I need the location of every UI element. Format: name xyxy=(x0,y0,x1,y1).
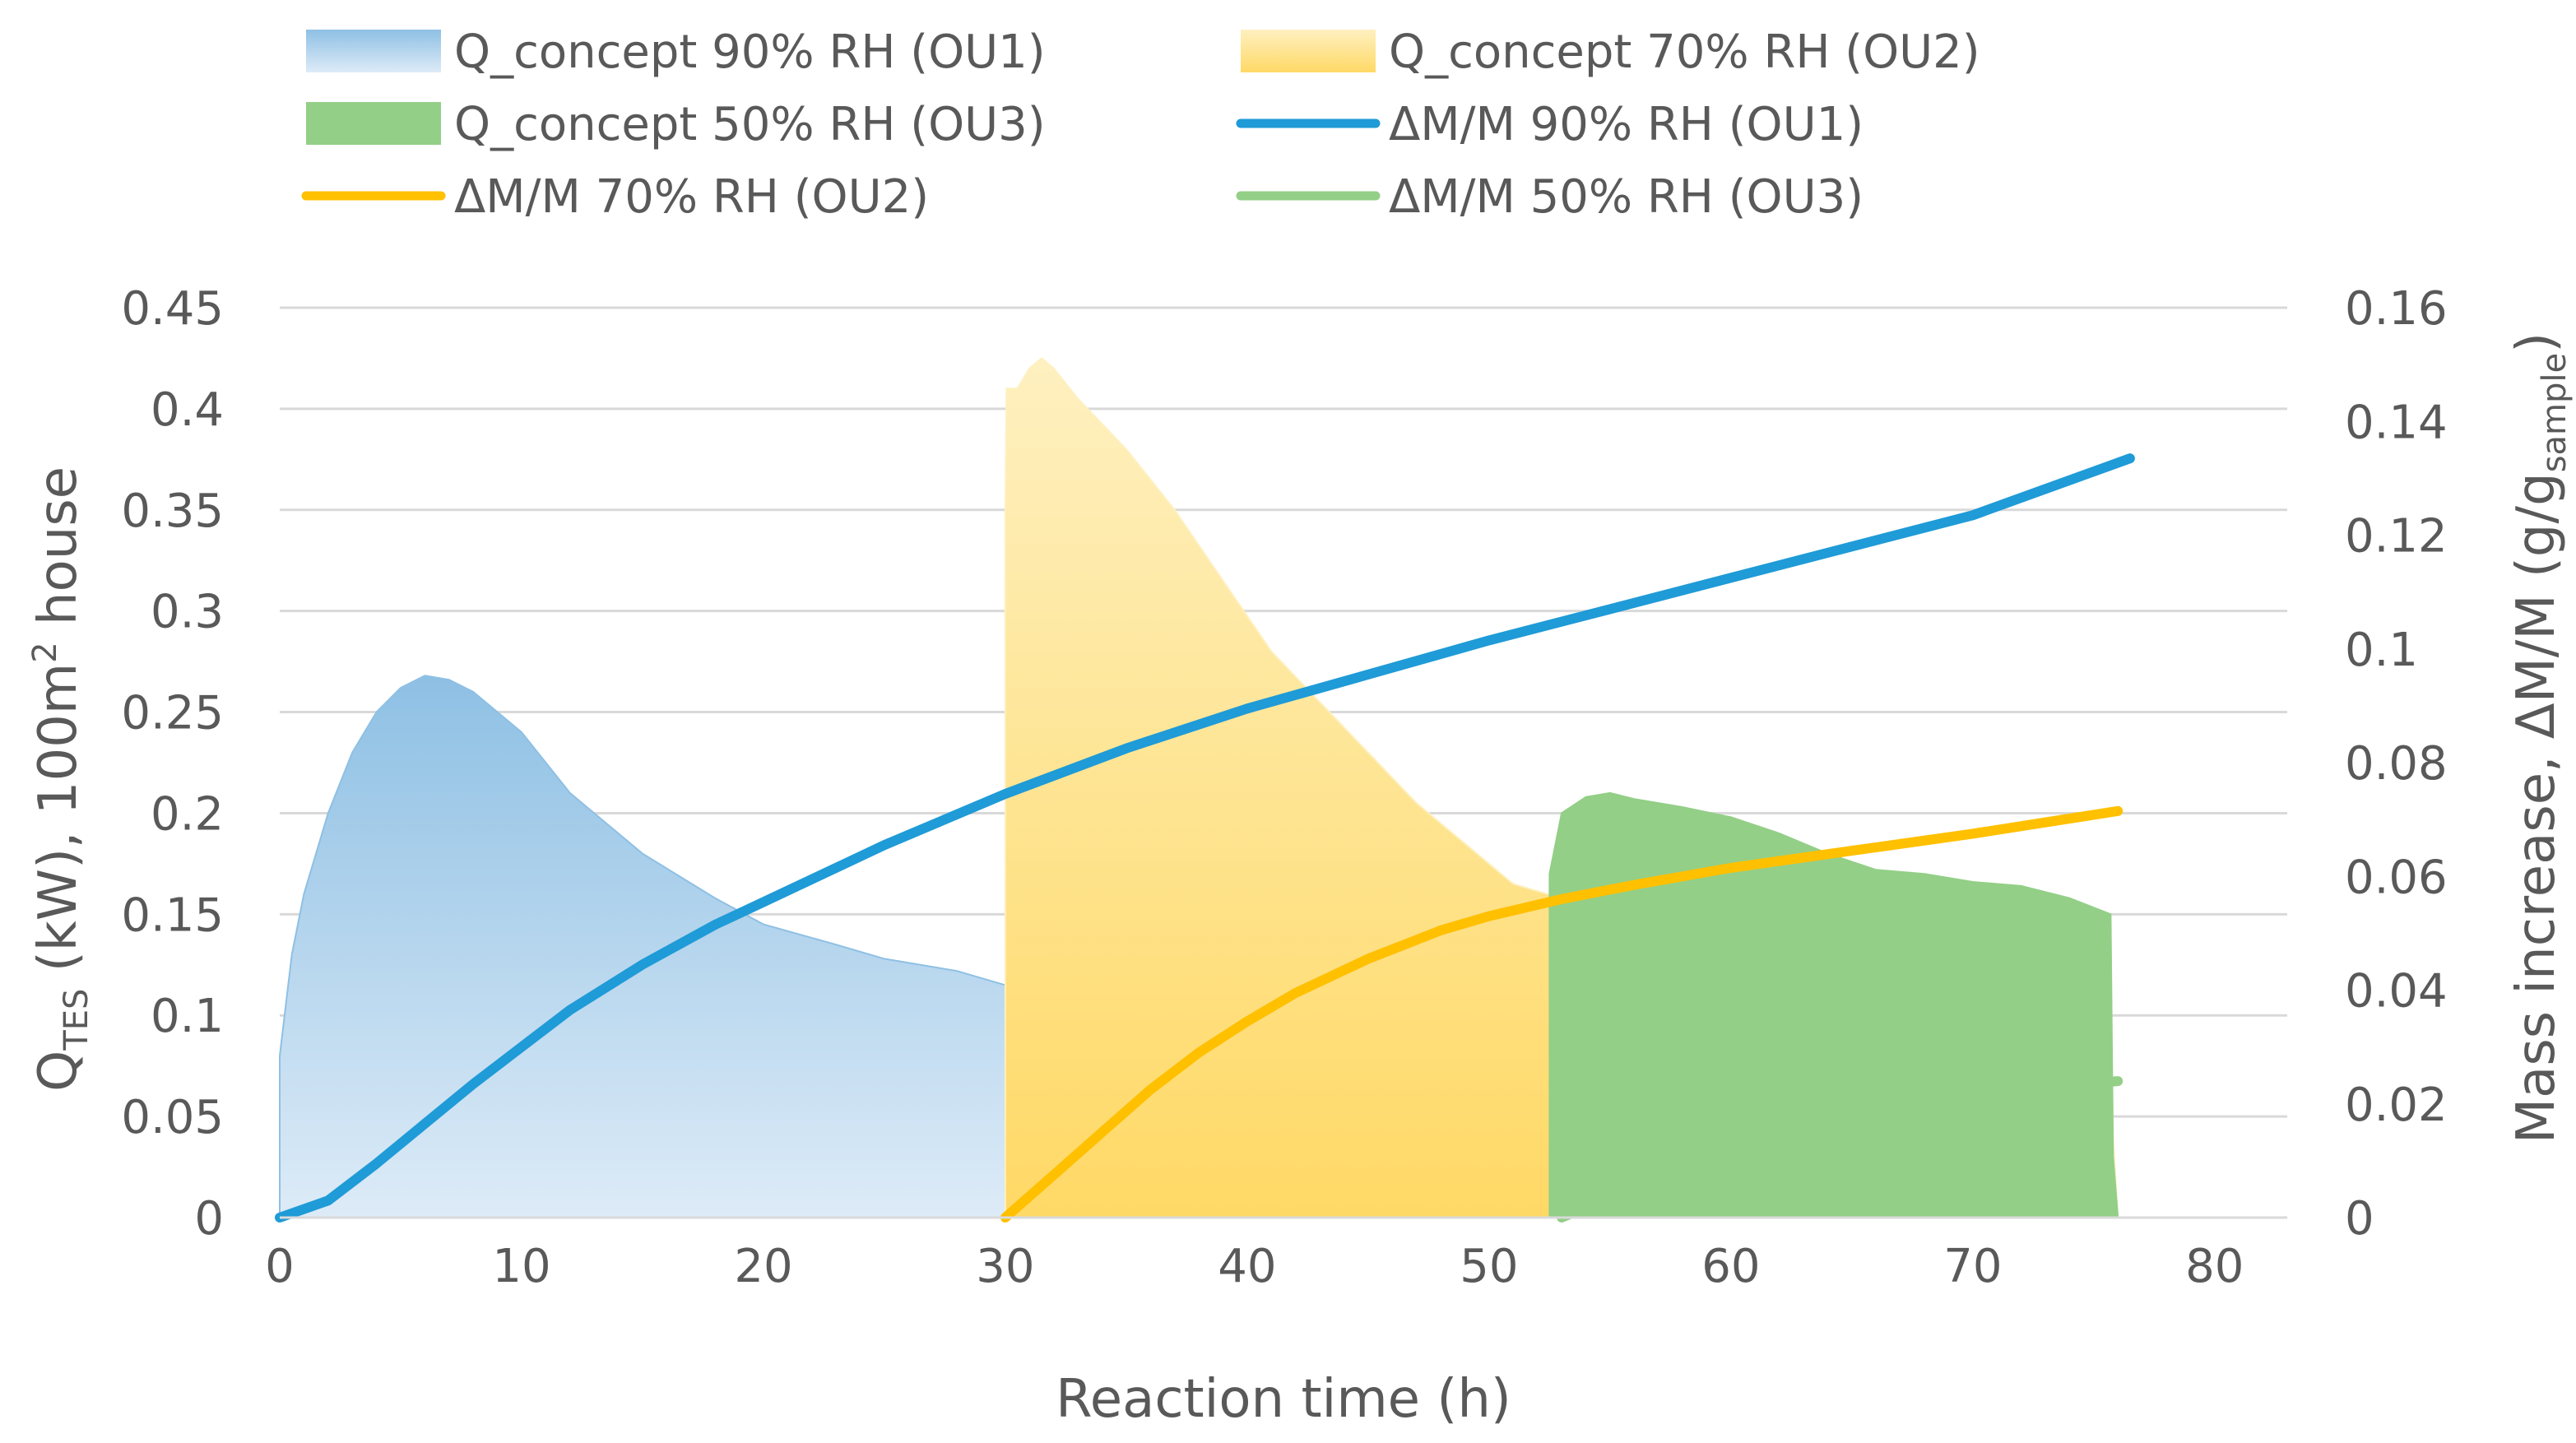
x-tick-label: 10 xyxy=(492,1240,550,1293)
x-tick-label: 20 xyxy=(734,1240,792,1293)
legend-item-dm-90: ΔM/M 90% RH (OU1) xyxy=(1236,98,1864,151)
right-y-tick-label: 0.02 xyxy=(2345,1079,2448,1132)
legend-label-dm-70: ΔM/M 70% RH (OU2) xyxy=(454,170,929,224)
right-y-tick-label: 0 xyxy=(2345,1192,2374,1246)
legend-swatch-q-concept-70 xyxy=(1241,30,1376,72)
left-y-axis-title: QTES (kW), 100m2 house xyxy=(26,466,95,1092)
legend-label-dm-50: ΔM/M 50% RH (OU3) xyxy=(1389,170,1864,224)
x-tick-label: 70 xyxy=(1943,1240,2002,1293)
line-dm-m-70-rh-ou2 xyxy=(1000,805,2123,1223)
left-y-tick-label: 0.3 xyxy=(151,586,224,639)
right-y-tick-label: 0.08 xyxy=(2345,737,2448,791)
legend-item-q-concept-70: Q_concept 70% RH (OU2) xyxy=(1241,26,1980,79)
left-y-tick-label: 0.05 xyxy=(121,1091,224,1144)
right-y-title-tail: ) xyxy=(2506,332,2567,353)
right-y-tick-label: 0.12 xyxy=(2345,510,2448,564)
right-y-tick-label: 0.1 xyxy=(2345,624,2418,677)
left-y-tick-label: 0.4 xyxy=(151,383,224,437)
right-y-tick-label: 0.06 xyxy=(2345,851,2448,904)
legend-label-q-concept-50: Q_concept 50% RH (OU3) xyxy=(454,98,1046,151)
x-tick-label: 0 xyxy=(265,1240,295,1293)
left-y-tick-labels: 0 0.05 0.1 0.15 0.2 0.25 0.3 0.35 0.4 0.45 xyxy=(121,282,224,1246)
x-tick-label: 60 xyxy=(1701,1240,1760,1293)
legend: Q_concept 90% RH (OU1) Q_concept 70% RH … xyxy=(301,26,1980,224)
legend-label-dm-90: ΔM/M 90% RH (OU1) xyxy=(1389,98,1864,151)
area-series-group xyxy=(279,357,2119,1218)
right-y-title-subscript: sample xyxy=(2536,353,2574,472)
left-y-tick-label: 0.15 xyxy=(121,889,224,942)
right-y-axis-title: Mass increase, ΔM/M (g/gsample) xyxy=(2506,332,2574,1144)
left-y-title-tail: house xyxy=(28,466,89,642)
left-y-tick-label: 0.35 xyxy=(121,485,224,538)
left-y-title-main: Q xyxy=(28,1051,89,1092)
legend-swatch-q-concept-50 xyxy=(306,102,441,145)
x-tick-label: 40 xyxy=(1218,1240,1276,1293)
legend-label-q-concept-70: Q_concept 70% RH (OU2) xyxy=(1389,26,1980,79)
right-y-title-main: Mass increase, ΔM/M (g/g xyxy=(2506,472,2567,1144)
left-y-title-subscript: TES xyxy=(58,989,95,1051)
left-y-tick-label: 0.25 xyxy=(121,687,224,740)
right-y-tick-label: 0.16 xyxy=(2345,282,2448,336)
line-series-group xyxy=(275,453,2135,1223)
line-dm-m-50-rh-ou3 xyxy=(1557,1076,2123,1223)
right-y-tick-labels: 0 0.02 0.04 0.06 0.08 0.1 0.12 0.14 0.16 xyxy=(2345,282,2448,1246)
right-y-tick-label: 0.14 xyxy=(2345,396,2448,449)
left-y-tick-label: 0 xyxy=(194,1192,224,1246)
x-tick-labels: 0 10 20 30 40 50 60 70 80 xyxy=(265,1240,2244,1293)
legend-item-dm-50: ΔM/M 50% RH (OU3) xyxy=(1236,170,1864,224)
left-y-tick-label: 0.1 xyxy=(151,990,224,1043)
legend-item-q-concept-90: Q_concept 90% RH (OU1) xyxy=(306,26,1046,79)
x-axis-title: Reaction time (h) xyxy=(1056,1369,1511,1430)
line-dm-m-90-rh-ou1 xyxy=(275,453,2135,1223)
legend-item-dm-70: ΔM/M 70% RH (OU2) xyxy=(301,170,929,224)
legend-label-q-concept-90: Q_concept 90% RH (OU1) xyxy=(454,26,1046,79)
left-y-tick-label: 0.2 xyxy=(151,787,224,841)
x-tick-label: 50 xyxy=(1460,1240,1518,1293)
x-tick-label: 80 xyxy=(2185,1240,2244,1293)
right-y-tick-label: 0.04 xyxy=(2345,965,2448,1018)
x-tick-label: 30 xyxy=(976,1240,1034,1293)
left-y-title-unit: (kW), 100m xyxy=(28,663,89,989)
left-y-tick-label: 0.45 xyxy=(121,282,224,336)
left-y-title-superscript: 2 xyxy=(26,642,64,662)
legend-item-q-concept-50: Q_concept 50% RH (OU3) xyxy=(306,98,1046,151)
legend-swatch-q-concept-90 xyxy=(306,30,441,72)
